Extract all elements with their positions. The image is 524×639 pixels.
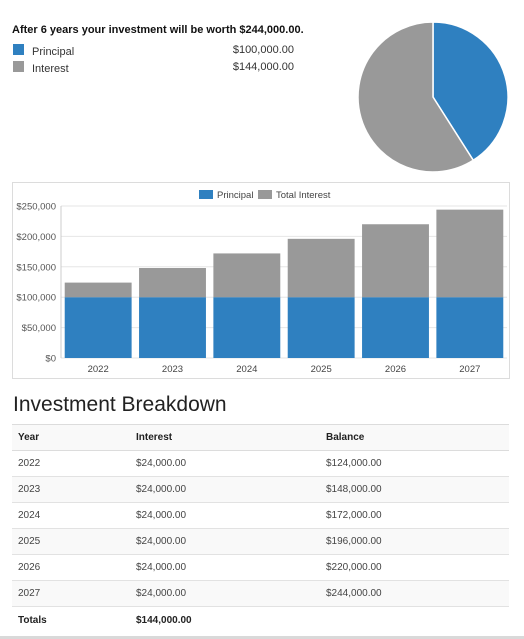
totals-label: Totals [18, 614, 47, 626]
legend-interest: Interest $144,000.00 [12, 61, 302, 75]
x-tick-label: 2024 [236, 364, 257, 375]
legend-principal: Principal $100,000.00 [12, 44, 302, 58]
header-balance: Balance [320, 424, 509, 451]
page-bottom-border [0, 636, 524, 639]
cell-year: 2023 [12, 476, 130, 503]
table-row: 2022 $24,000.00 $124,000.00 [12, 450, 509, 477]
cell-interest: $24,000.00 [130, 476, 320, 503]
bar-principal-2024 [213, 297, 281, 358]
bar-principal-2022 [64, 297, 132, 358]
legend-label-total-interest: Total Interest [276, 190, 331, 201]
bar-principal-2027 [436, 297, 504, 358]
legend-swatch-total-interest [258, 190, 272, 199]
breakdown-title: Investment Breakdown [13, 393, 227, 416]
x-tick-label: 2022 [88, 364, 109, 375]
bar-principal-2023 [139, 297, 206, 358]
bar-principal-2026 [362, 297, 429, 358]
x-tick-label: 2025 [311, 364, 332, 375]
x-tick-label: 2027 [459, 364, 480, 375]
cell-interest: $24,000.00 [130, 580, 320, 607]
interest-swatch [13, 61, 24, 72]
y-tick-label: $200,000 [16, 232, 56, 243]
summary-headline: After 6 years your investment will be wo… [12, 24, 304, 36]
table-header-row: Year Interest Balance [12, 424, 509, 451]
legend-principal-amount: $100,000.00 [232, 44, 294, 56]
bar-total-interest-2025 [287, 238, 355, 298]
pie-slice-interest [357, 21, 475, 173]
y-tick-label: $250,000 [16, 202, 56, 213]
totals-interest: $144,000.00 [136, 614, 192, 626]
legend-label-principal: Principal [217, 190, 253, 201]
table-row: 2023 $24,000.00 $148,000.00 [12, 476, 509, 503]
pie-chart-svg [357, 21, 509, 173]
bar-total-interest-2023 [139, 268, 206, 298]
bar-total-interest-2027 [436, 209, 504, 298]
bar-chart-svg: $0 $50,000 $100,000 $150,000 $200,000 $250,00… [16, 190, 507, 375]
cell-balance: $220,000.00 [320, 554, 509, 581]
bar-chart-panel: $0 $50,000 $100,000 $150,000 $200,000 $250,00… [12, 182, 510, 379]
totals-balance [320, 607, 509, 634]
y-tick-label: $50,000 [22, 323, 56, 334]
bar-principal-2025 [287, 297, 355, 358]
legend-interest-amount: $144,000.00 [232, 61, 294, 73]
cell-interest: $24,000.00 [130, 502, 320, 529]
table-row: 2024 $24,000.00 $172,000.00 [12, 502, 509, 529]
cell-balance: $124,000.00 [320, 450, 509, 477]
y-tick-label: $100,000 [16, 293, 56, 304]
x-tick-label: 2023 [162, 364, 183, 375]
cell-balance: $172,000.00 [320, 502, 509, 529]
cell-year: 2027 [12, 580, 130, 607]
table-row: 2026 $24,000.00 $220,000.00 [12, 554, 509, 581]
bar-total-interest-2024 [213, 253, 281, 298]
y-tick-label: $150,000 [16, 262, 56, 273]
header-year: Year [12, 424, 130, 451]
cell-year: 2024 [12, 502, 130, 529]
cell-balance: $148,000.00 [320, 476, 509, 503]
cell-interest: $24,000.00 [130, 450, 320, 477]
table-row: 2027 $24,000.00 $244,000.00 [12, 580, 509, 607]
cell-balance: $196,000.00 [320, 528, 509, 555]
legend-principal-label: Principal [32, 46, 75, 58]
principal-swatch [13, 44, 24, 55]
breakdown-table: Year Interest Balance 2022 $24,000.00 $124… [12, 424, 509, 633]
header-interest: Interest [130, 424, 320, 451]
cell-balance: $244,000.00 [320, 580, 509, 607]
cell-year: 2025 [12, 528, 130, 555]
cell-year: 2026 [12, 554, 130, 581]
legend-interest-label: Interest [32, 63, 69, 75]
legend-swatch-principal [199, 190, 213, 199]
cell-interest: $24,000.00 [130, 554, 320, 581]
pie-chart [356, 20, 510, 174]
totals-row: Totals $144,000.00 [12, 607, 509, 634]
cell-interest: $24,000.00 [130, 528, 320, 555]
bar-total-interest-2026 [362, 224, 429, 298]
cell-year: 2022 [12, 450, 130, 477]
y-tick-label: $0 [45, 354, 56, 365]
bar-total-interest-2022 [64, 282, 132, 298]
x-tick-label: 2026 [385, 364, 406, 375]
table-row: 2025 $24,000.00 $196,000.00 [12, 528, 509, 555]
